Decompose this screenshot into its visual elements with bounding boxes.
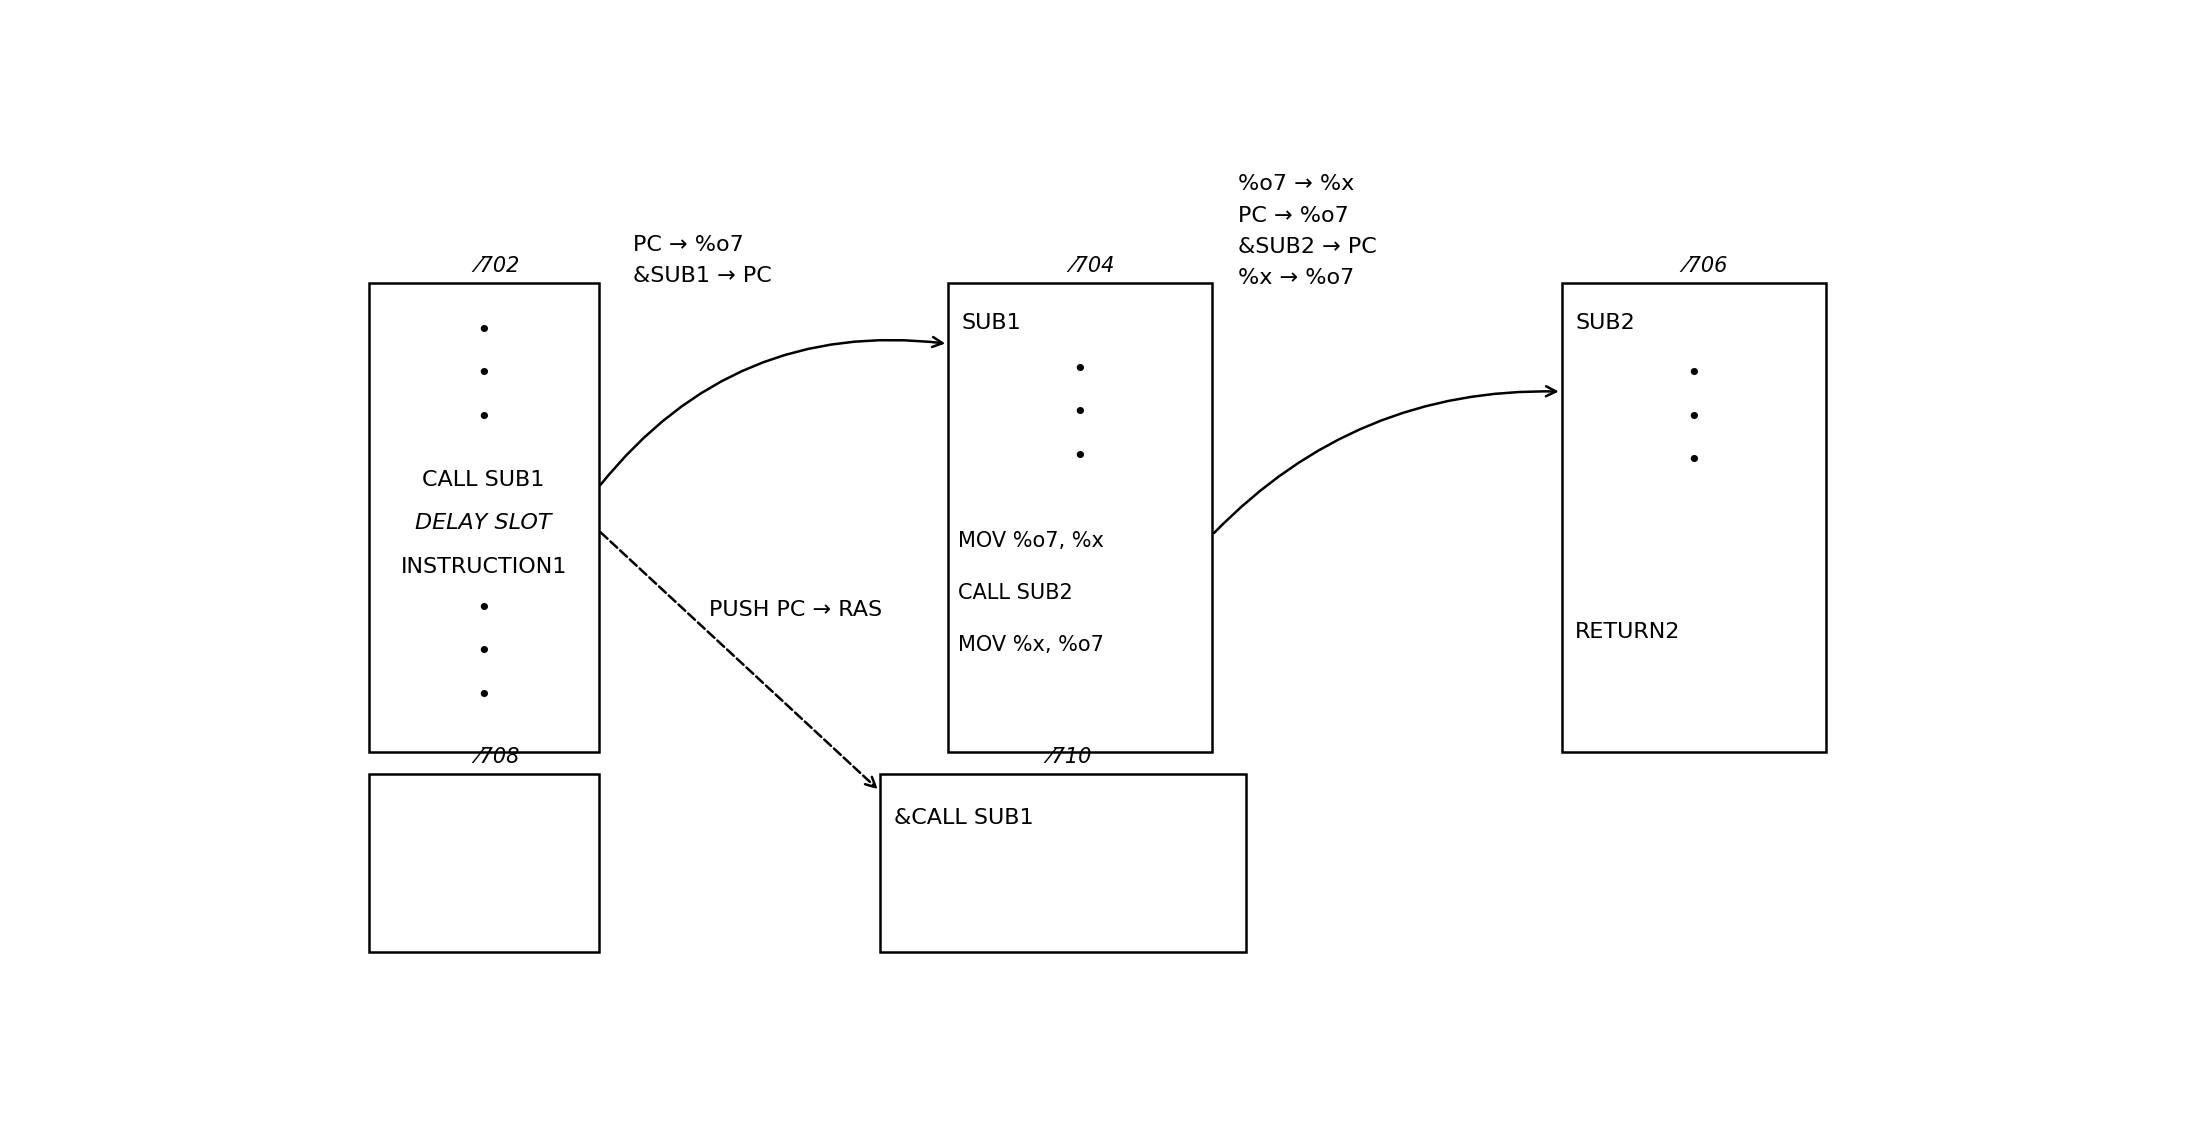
Text: MOV %x, %o7: MOV %x, %o7 [959, 635, 1104, 654]
Text: •: • [1687, 449, 1702, 473]
Text: PC → %o7
&SUB1 → PC: PC → %o7 &SUB1 → PC [633, 236, 772, 287]
Text: PUSH PC → RAS: PUSH PC → RAS [710, 600, 882, 620]
Text: ⁄702: ⁄702 [473, 256, 519, 276]
Bar [369, 774, 598, 952]
Text: DELAY SLOT: DELAY SLOT [416, 513, 552, 534]
Text: •: • [1073, 402, 1089, 425]
Bar [369, 283, 598, 752]
Text: CALL SUB2: CALL SUB2 [959, 583, 1073, 602]
Text: INSTRUCTION1: INSTRUCTION1 [400, 556, 567, 576]
Text: RETURN2: RETURN2 [1574, 622, 1680, 642]
Text: •: • [1687, 362, 1702, 386]
Bar [880, 774, 1247, 952]
Text: ⁄706: ⁄706 [1680, 256, 1728, 276]
Bar [948, 283, 1212, 752]
Bar [1561, 283, 1825, 752]
Text: SUB1: SUB1 [961, 314, 1020, 334]
Text: •: • [1073, 358, 1089, 382]
Text: •: • [477, 684, 490, 707]
Text: •: • [1073, 444, 1089, 469]
Text: •: • [477, 597, 490, 620]
Text: •: • [1687, 406, 1702, 430]
Text: •: • [477, 362, 490, 386]
Text: ⁄708: ⁄708 [473, 747, 519, 767]
Text: •: • [477, 641, 490, 664]
Text: MOV %o7, %x: MOV %o7, %x [959, 530, 1104, 550]
Text: SUB2: SUB2 [1574, 314, 1634, 334]
Text: CALL SUB1: CALL SUB1 [422, 469, 545, 490]
Text: ⁄704: ⁄704 [1067, 256, 1115, 276]
Text: •: • [477, 319, 490, 343]
Text: •: • [477, 406, 490, 430]
Text: %o7 → %x
PC → %o7
&SUB2 → PC
%x → %o7: %o7 → %x PC → %o7 &SUB2 → PC %x → %o7 [1238, 175, 1377, 288]
Text: &CALL SUB1: &CALL SUB1 [893, 809, 1034, 828]
Text: ⁄710: ⁄710 [1045, 747, 1093, 767]
